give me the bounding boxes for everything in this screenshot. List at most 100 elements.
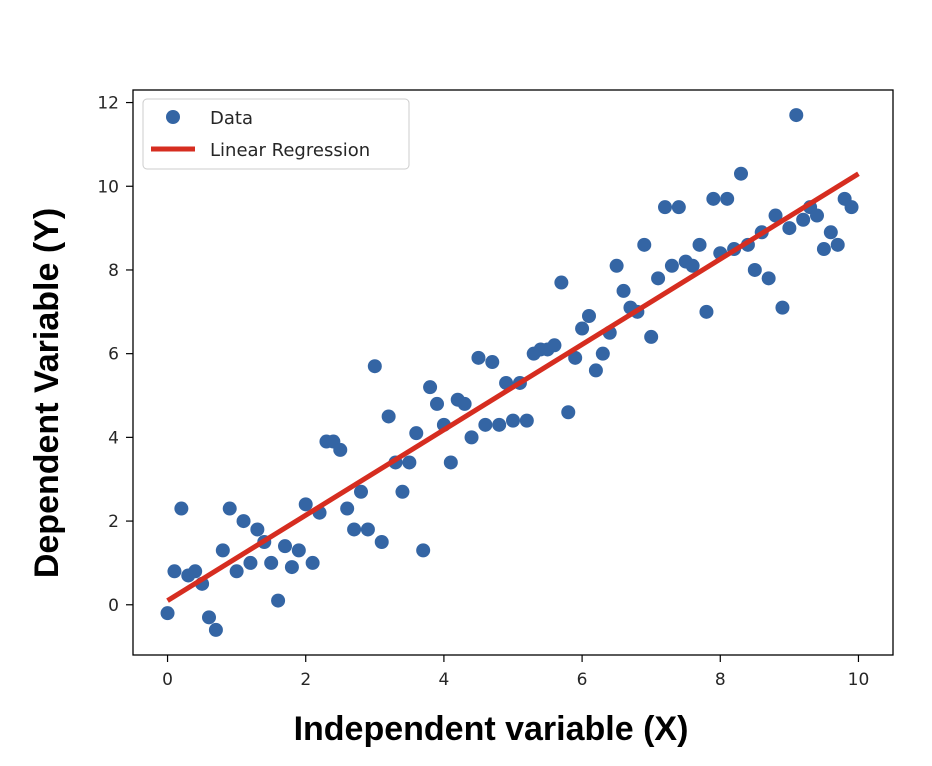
data-point xyxy=(706,191,721,206)
data-point xyxy=(519,413,534,428)
y-axis: 0 2 4 6 8 10 12 xyxy=(97,94,133,616)
y-tick-label: 4 xyxy=(108,428,119,448)
data-point xyxy=(823,225,838,240)
data-point xyxy=(271,593,286,608)
regression-line xyxy=(166,171,860,603)
data-point xyxy=(174,501,189,516)
data-point xyxy=(685,258,700,273)
data-point xyxy=(796,212,811,227)
data-point xyxy=(671,200,686,215)
x-tick-label: 4 xyxy=(438,670,449,690)
data-point xyxy=(264,555,279,570)
legend-label-regression: Linear Regression xyxy=(210,140,370,161)
x-tick-label: 10 xyxy=(848,670,870,690)
data-point xyxy=(658,200,672,215)
data-point xyxy=(347,522,362,537)
data-point xyxy=(699,304,714,319)
data-point xyxy=(381,409,396,424)
data-point xyxy=(478,417,493,432)
data-point xyxy=(782,221,797,236)
data-point xyxy=(402,455,417,470)
data-point xyxy=(430,396,444,411)
y-tick-label: 2 xyxy=(108,512,119,532)
data-point xyxy=(471,350,486,365)
x-axis-title: Independent variable (X) xyxy=(294,710,689,748)
data-point xyxy=(464,430,479,445)
data-point xyxy=(443,455,458,470)
x-tick-label: 0 xyxy=(162,670,173,690)
data-point xyxy=(789,108,804,123)
data-point xyxy=(692,237,707,252)
data-point xyxy=(506,413,520,428)
data-point xyxy=(588,363,603,378)
data-point xyxy=(457,396,472,411)
data-point xyxy=(761,271,776,286)
data-point xyxy=(291,543,306,558)
y-tick-label: 10 xyxy=(97,177,119,197)
data-point xyxy=(243,555,258,570)
data-point xyxy=(575,321,590,336)
data-point xyxy=(416,543,431,558)
y-tick-label: 8 xyxy=(108,261,119,281)
data-point xyxy=(284,560,299,575)
y-tick-label: 6 xyxy=(108,345,119,365)
data-point xyxy=(485,355,500,370)
legend-marker-data xyxy=(166,110,180,124)
data-point xyxy=(360,522,375,537)
data-point xyxy=(547,338,562,353)
data-point xyxy=(734,166,748,181)
data-point xyxy=(305,555,320,570)
data-point xyxy=(664,258,679,273)
data-point xyxy=(298,497,313,512)
data-point xyxy=(208,622,223,637)
data-point xyxy=(816,242,831,257)
data-point xyxy=(354,484,368,499)
legend: Data Linear Regression xyxy=(142,98,410,170)
data-point xyxy=(595,346,610,361)
data-point xyxy=(609,258,624,273)
data-point xyxy=(367,359,382,374)
data-point xyxy=(188,564,203,579)
data-point xyxy=(775,300,790,315)
data-point xyxy=(340,501,355,516)
y-tick-label: 0 xyxy=(108,596,119,616)
data-point xyxy=(747,262,762,277)
data-point xyxy=(202,610,216,625)
y-tick-label: 12 xyxy=(97,94,119,114)
legend-box xyxy=(142,98,410,170)
x-tick-label: 2 xyxy=(300,670,311,690)
data-point xyxy=(222,501,237,516)
plot-area xyxy=(160,108,860,637)
data-point xyxy=(644,329,659,344)
x-tick-label: 6 xyxy=(577,670,588,690)
x-tick-label: 8 xyxy=(715,670,726,690)
data-point xyxy=(582,309,596,323)
data-point xyxy=(374,535,389,549)
y-axis-title: Dependent Variable (Y) xyxy=(28,208,66,578)
axes-frame xyxy=(132,89,894,656)
data-point xyxy=(409,426,424,441)
data-point xyxy=(561,405,576,420)
data-point xyxy=(651,271,666,286)
data-point xyxy=(278,539,292,554)
data-point xyxy=(568,350,583,365)
data-point xyxy=(160,606,175,621)
data-point xyxy=(720,191,735,206)
data-point xyxy=(167,564,182,579)
data-point xyxy=(236,514,251,529)
data-point xyxy=(250,522,265,537)
data-point xyxy=(830,237,845,252)
data-point xyxy=(395,484,410,499)
data-point xyxy=(229,564,244,579)
data-point xyxy=(844,200,859,215)
data-point xyxy=(492,417,507,432)
data-point xyxy=(616,283,631,298)
data-point xyxy=(637,237,652,252)
data-point xyxy=(215,543,230,558)
data-point xyxy=(554,275,569,290)
x-axis: 0 2 4 6 8 10 xyxy=(162,655,869,690)
data-point xyxy=(810,208,824,223)
legend-label-data: Data xyxy=(210,108,253,129)
data-point xyxy=(333,442,348,457)
